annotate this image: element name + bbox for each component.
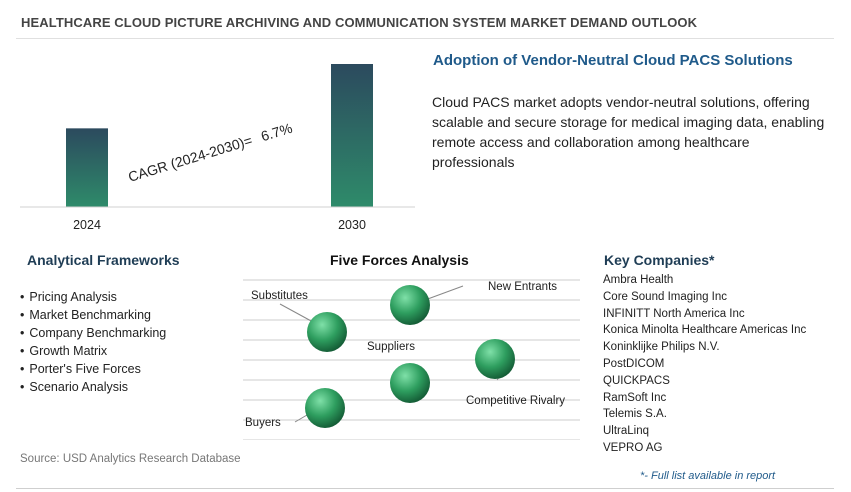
diagram-gridlines: [243, 279, 580, 440]
frameworks-list: Pricing Analysis Market Benchmarking Com…: [20, 288, 166, 396]
five-forces-diagram: Substitutes New Entrants Suppliers Compe…: [243, 279, 580, 440]
framework-item: Company Benchmarking: [20, 324, 166, 342]
force-sphere-suppliers: [390, 363, 430, 403]
company-item: RamSoft Inc: [603, 391, 667, 404]
companies-list: Ambra Health Core Sound Imaging Inc INFI…: [603, 272, 806, 457]
force-label-new-entrants: New Entrants: [488, 281, 557, 293]
frameworks-title: Analytical Frameworks: [27, 252, 180, 268]
framework-item: Market Benchmarking: [20, 306, 166, 324]
company-item: Core Sound Imaging Inc: [603, 290, 728, 303]
company-item: INFINITT North America Inc: [603, 307, 745, 320]
framework-item: Growth Matrix: [20, 342, 166, 360]
cagr-annotation: CAGR (2024-2030)= 6.7%: [126, 120, 294, 185]
bar-2024: [66, 128, 108, 207]
company-item: VEPRO AG: [603, 441, 663, 454]
company-item: Koninklijke Philips N.V.: [603, 341, 720, 354]
tick-label-2030: 2030: [338, 218, 366, 232]
bar-2030: [331, 64, 373, 207]
force-label-substitutes: Substitutes: [251, 290, 308, 302]
company-item: Telemis S.A.: [603, 408, 667, 421]
top-divider: [16, 38, 834, 39]
force-label-suppliers: Suppliers: [367, 341, 415, 353]
force-sphere-new-entrants: [390, 285, 430, 325]
bottom-divider: [16, 488, 834, 489]
bars-layer: [66, 64, 373, 207]
force-sphere-substitutes: [307, 312, 347, 352]
company-item: QUICKPACS: [603, 374, 670, 387]
companies-title: Key Companies*: [604, 252, 715, 268]
framework-item: Scenario Analysis: [20, 378, 166, 396]
framework-item: Porter's Five Forces: [20, 360, 166, 378]
force-label-buyers: Buyers: [245, 417, 281, 429]
cagr-value: 6.7%: [259, 120, 294, 145]
tick-labels: 2024 2030: [73, 218, 366, 232]
page-title: HEALTHCARE CLOUD PICTURE ARCHIVING AND C…: [21, 15, 698, 30]
five-forces-title: Five Forces Analysis: [330, 252, 469, 268]
highlight-headline: Adoption of Vendor-Neutral Cloud PACS So…: [433, 52, 793, 69]
company-item: Ambra Health: [603, 274, 674, 286]
market-outlook-chart: 2024 2030 CAGR (2024-2030)= 6.7%: [20, 64, 415, 232]
framework-item: Pricing Analysis: [20, 288, 166, 306]
company-item: Konica Minolta Healthcare Americas Inc: [603, 324, 807, 337]
force-label-competitive-rivalry: Competitive Rivalry: [466, 395, 565, 407]
force-sphere-competitive-rivalry: [475, 339, 515, 379]
highlight-description: Cloud PACS market adopts vendor-neutral …: [432, 94, 825, 170]
force-sphere-buyers: [305, 388, 345, 428]
source-note: Source: USD Analytics Research Database: [20, 453, 241, 465]
company-item: UltraLinq: [603, 425, 650, 438]
tick-label-2024: 2024: [73, 218, 101, 232]
full-list-footnote: *- Full list available in report: [640, 470, 776, 482]
company-item: PostDICOM: [603, 357, 665, 370]
cagr-label: CAGR (2024-2030)=: [126, 132, 254, 185]
